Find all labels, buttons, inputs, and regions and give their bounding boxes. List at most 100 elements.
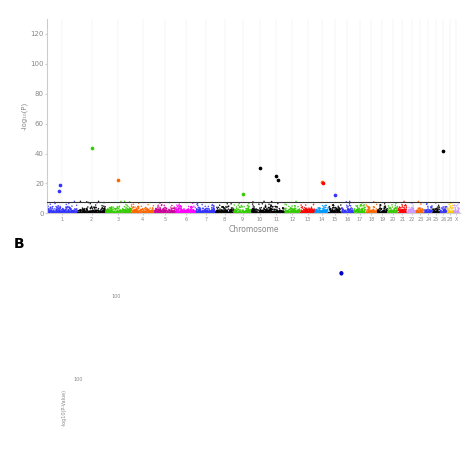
Point — [121, 206, 129, 214]
Point — [436, 209, 443, 217]
Point — [376, 205, 383, 212]
Point — [223, 207, 231, 215]
Point — [407, 209, 415, 216]
Point — [359, 208, 366, 215]
Point — [411, 210, 419, 217]
Point — [131, 208, 139, 216]
Point — [427, 209, 434, 216]
Point — [183, 206, 191, 214]
Point — [103, 209, 110, 217]
Point — [280, 210, 288, 217]
Point — [98, 208, 106, 216]
Point — [123, 208, 130, 215]
Point — [389, 209, 397, 217]
Point — [290, 206, 298, 214]
Point — [385, 208, 393, 215]
Point — [112, 205, 119, 213]
Point — [271, 206, 279, 214]
Point — [145, 206, 153, 214]
Point — [406, 209, 414, 217]
Point — [79, 208, 87, 216]
Point — [188, 208, 195, 215]
Point — [391, 207, 399, 214]
Point — [334, 208, 341, 216]
Point — [179, 209, 186, 216]
Point — [88, 204, 96, 211]
Point — [414, 209, 422, 216]
Point — [337, 209, 344, 216]
Point — [101, 209, 109, 216]
Point — [385, 209, 393, 217]
Point — [223, 204, 231, 211]
Point — [421, 207, 429, 215]
Point — [244, 208, 251, 215]
Point — [304, 206, 312, 213]
Point — [218, 209, 225, 216]
Point — [393, 207, 401, 214]
Point — [122, 205, 129, 213]
Point — [446, 210, 453, 217]
Point — [316, 210, 324, 217]
Point — [358, 205, 366, 213]
Point — [142, 207, 150, 215]
Point — [414, 207, 422, 215]
Point — [201, 206, 209, 214]
Point — [187, 209, 194, 217]
Point — [92, 209, 100, 217]
Point — [223, 210, 231, 217]
Point — [442, 207, 449, 214]
Point — [283, 208, 290, 216]
Point — [382, 205, 390, 213]
Point — [196, 209, 204, 216]
Point — [393, 208, 401, 216]
Point — [243, 209, 251, 216]
Point — [295, 207, 302, 215]
Point — [413, 209, 421, 217]
Point — [399, 207, 407, 214]
Point — [397, 208, 404, 216]
Point — [173, 209, 180, 216]
Point — [370, 198, 377, 206]
Point — [316, 206, 323, 213]
Point — [452, 208, 459, 215]
Point — [364, 209, 371, 217]
Point — [371, 209, 379, 216]
Point — [272, 210, 279, 217]
Point — [245, 203, 253, 211]
Point — [189, 206, 197, 214]
Point — [338, 207, 346, 215]
Point — [301, 206, 309, 214]
Point — [305, 208, 312, 216]
Point — [278, 210, 286, 217]
Point — [407, 208, 415, 215]
Point — [228, 209, 235, 217]
Point — [321, 207, 328, 215]
Point — [171, 205, 178, 212]
Point — [119, 205, 127, 212]
Point — [258, 208, 266, 215]
Point — [265, 204, 273, 211]
Point — [87, 210, 95, 217]
Point — [182, 207, 189, 214]
Point — [382, 209, 389, 217]
Point — [168, 209, 175, 217]
Point — [376, 209, 383, 217]
Point — [280, 208, 288, 215]
Point — [400, 209, 408, 217]
Point — [358, 209, 366, 216]
Point — [334, 206, 342, 214]
Point — [449, 204, 456, 211]
Point — [122, 207, 129, 214]
Point — [193, 208, 201, 216]
Point — [441, 208, 448, 215]
Point — [211, 210, 219, 217]
Point — [208, 209, 216, 217]
Point — [64, 209, 71, 216]
Point — [429, 209, 437, 217]
Point — [343, 210, 350, 217]
Point — [113, 209, 120, 217]
Point — [305, 207, 313, 215]
Point — [337, 208, 344, 216]
Point — [312, 208, 320, 216]
Point — [445, 209, 452, 217]
